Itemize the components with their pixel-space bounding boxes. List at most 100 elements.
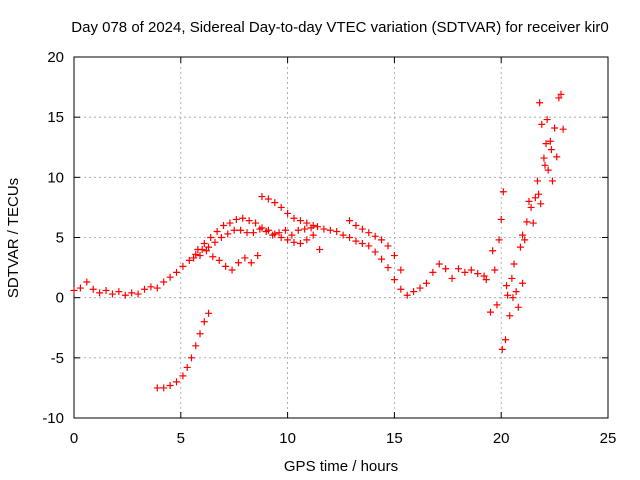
- data-point: [467, 266, 475, 274]
- data-point: [429, 268, 437, 276]
- x-axis-ticks: 0 5 10 15 20 25: [70, 57, 616, 447]
- data-point: [390, 276, 398, 284]
- data-point: [519, 231, 527, 239]
- data-point: [510, 260, 518, 268]
- data-point: [264, 226, 272, 234]
- data-point: [540, 154, 548, 162]
- data-point: [454, 265, 462, 273]
- data-point: [410, 288, 418, 296]
- data-point: [179, 372, 187, 380]
- data-point: [422, 279, 430, 287]
- data-point: [535, 190, 543, 198]
- data-point: [245, 217, 253, 225]
- data-point: [559, 125, 567, 133]
- data-point: [523, 218, 531, 226]
- data-point: [187, 354, 195, 362]
- data-point: [290, 238, 298, 246]
- data-point: [504, 291, 512, 299]
- y-axis-label: SDTVAR / TECUs: [5, 178, 22, 298]
- data-point: [547, 146, 555, 154]
- data-point: [320, 225, 328, 233]
- data-point: [555, 94, 563, 102]
- data-point: [243, 229, 251, 237]
- data-point: [506, 312, 514, 320]
- data-point: [531, 194, 539, 202]
- data-point: [228, 266, 236, 274]
- data-point: [537, 200, 545, 208]
- y-tick-label: 10: [47, 169, 64, 186]
- data-point: [207, 234, 215, 241]
- data-point: [442, 265, 450, 273]
- data-point: [264, 195, 272, 203]
- data-point: [339, 231, 347, 239]
- y-tick-label: 20: [47, 49, 64, 66]
- series-lower-loop: [190, 247, 262, 274]
- data-point: [153, 384, 161, 392]
- data-point: [277, 234, 285, 241]
- data-point: [358, 240, 366, 248]
- data-point: [309, 221, 317, 229]
- data-point: [503, 282, 511, 290]
- data-point: [102, 286, 110, 294]
- data-point: [536, 99, 544, 107]
- data-point: [277, 203, 285, 211]
- data-point: [474, 270, 482, 278]
- data-point: [448, 274, 456, 282]
- data-point: [534, 177, 542, 185]
- data-point: [209, 253, 217, 261]
- data-point: [83, 278, 91, 286]
- data-point: [200, 318, 208, 326]
- data-point: [271, 230, 279, 238]
- data-point: [512, 288, 520, 296]
- data-point: [501, 336, 509, 344]
- data-point: [543, 116, 551, 124]
- data-point: [519, 279, 527, 287]
- data-point: [498, 345, 506, 353]
- y-axis-ticks: -10 -5 0 5 10 15 20: [42, 49, 608, 427]
- series-rise-21-23: [519, 90, 567, 244]
- data-point: [346, 217, 354, 225]
- data-point: [352, 237, 360, 245]
- data-point: [301, 225, 309, 233]
- data-point: [397, 266, 405, 274]
- data-point: [499, 188, 507, 196]
- data-point: [284, 209, 292, 217]
- data-point: [190, 254, 198, 262]
- y-tick-label: -10: [42, 410, 64, 427]
- data-point: [546, 137, 554, 145]
- data-point: [128, 289, 136, 297]
- data-point: [284, 236, 292, 244]
- y-tick-label: 0: [56, 290, 64, 307]
- data-point: [226, 219, 234, 227]
- data-point: [371, 232, 379, 240]
- data-point: [271, 199, 279, 207]
- data-point: [371, 248, 379, 256]
- data-point: [185, 256, 193, 264]
- data-point: [326, 226, 334, 234]
- data-point: [217, 234, 225, 241]
- data-point: [239, 214, 247, 222]
- data-point: [461, 268, 469, 276]
- data-point: [538, 120, 546, 128]
- data-point: [397, 285, 405, 293]
- data-point: [508, 274, 516, 282]
- data-point: [76, 284, 84, 292]
- data-point: [509, 294, 517, 302]
- data-point: [194, 246, 202, 254]
- data-point: [403, 291, 411, 299]
- data-point: [134, 290, 142, 298]
- data-point: [487, 308, 495, 316]
- series-arc-high: [258, 193, 317, 229]
- data-point: [192, 342, 200, 350]
- data-point: [435, 260, 443, 268]
- series-ridge-13-15: [346, 217, 405, 274]
- x-axis-label: GPS time / hours: [284, 458, 398, 475]
- data-point: [557, 90, 565, 98]
- data-point: [497, 215, 505, 223]
- data-point: [303, 236, 311, 244]
- data-point: [281, 226, 289, 234]
- data-point: [548, 177, 556, 185]
- data-point: [294, 226, 302, 234]
- data-point: [275, 229, 283, 237]
